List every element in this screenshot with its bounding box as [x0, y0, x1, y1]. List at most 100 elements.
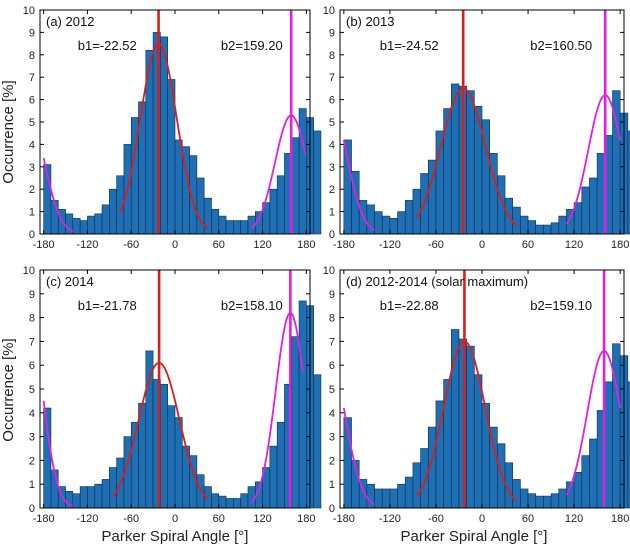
b1-label: b1=-22.88 [380, 298, 439, 313]
y-tick-label: 3 [329, 162, 335, 174]
histogram-bar [240, 493, 249, 509]
x-tick-label: -60 [123, 239, 139, 251]
histogram-bar [558, 215, 567, 235]
histogram-bar [160, 383, 169, 509]
fit-curve-b2-wrap [42, 157, 74, 233]
histogram-bar [543, 224, 552, 235]
histogram-bar [404, 476, 414, 509]
histogram-bar [374, 211, 383, 235]
x-axis-label-left: Parker Spiral Angle [°] [102, 528, 249, 545]
histogram-bar [466, 345, 475, 509]
y-tick-label: 10 [23, 5, 35, 17]
fit-curve-b1 [119, 42, 209, 230]
y-tick-label: 3 [29, 162, 35, 174]
histogram-bar [389, 488, 398, 509]
x-tick-label: 120 [253, 239, 271, 251]
histogram-bar [233, 498, 241, 509]
y-tick-label: 4 [29, 408, 35, 420]
panel-title: (a) 2012 [46, 14, 94, 29]
histogram-bar [87, 215, 96, 235]
y-tick-label: 0 [29, 503, 35, 515]
y-tick-label: 1 [329, 479, 335, 491]
y-axis-label-bottom: Occurrence [%] [0, 338, 17, 441]
y-tick-label: 10 [23, 265, 35, 277]
y-tick-label: 9 [29, 27, 35, 39]
histogram-bar [313, 130, 322, 235]
histogram-bar [79, 220, 88, 235]
panel-title: (b) 2013 [346, 14, 394, 29]
histogram-bar [94, 483, 103, 509]
x-tick-label: -180 [33, 239, 55, 251]
y-tick-label: 7 [329, 336, 335, 348]
histogram-bar [225, 220, 234, 235]
y-tick-label: 0 [329, 503, 335, 515]
y-tick-label: 7 [29, 336, 35, 348]
histogram-bar [627, 130, 630, 235]
histogram-bar [50, 200, 59, 235]
panel-a: -180 -120 -60 0 60 120 180 0 1 2 3 4 5 6 7 8 9 10 (a) 2012… [23, 5, 322, 251]
panel-d: -180 -120 -60 0 60 120 180 0 1 2 3 4 5 6 7 8 9 10 (d) 2012… [323, 265, 630, 525]
histogram-bar [374, 488, 383, 509]
fit-curve-b2 [250, 114, 307, 229]
x-tick-label: 0 [172, 239, 178, 251]
y-tick-label: 5 [29, 117, 35, 129]
b1-label: b1=-21.78 [78, 298, 137, 313]
b2-label: b2=159.10 [530, 298, 592, 313]
histogram-bar [420, 448, 429, 509]
fit-curve-b2-wrap [342, 140, 376, 232]
x-tick-label: -60 [428, 239, 444, 251]
fit-curve-b2 [565, 350, 622, 496]
histogram-bar [520, 215, 529, 235]
y-tick-label: 6 [29, 95, 35, 107]
x-tick-label: -180 [333, 513, 355, 525]
y-tick-label: 8 [29, 50, 35, 62]
histogram-bar [211, 209, 220, 235]
x-axis-label-right: Parker Spiral Angle [°] [401, 528, 548, 545]
histogram-bar [145, 350, 154, 509]
y-tick-label: 0 [29, 229, 35, 241]
y-tick-label: 1 [329, 207, 335, 219]
y-tick-label: 2 [29, 184, 35, 196]
x-tick-label: 180 [297, 239, 315, 251]
histogram-bar [87, 486, 96, 509]
histogram-bar [573, 471, 583, 509]
b2-label: b2=158.10 [221, 298, 283, 313]
y-tick-label: 10 [323, 5, 335, 17]
x-tick-label: 180 [611, 239, 629, 251]
histogram-bar [550, 222, 560, 235]
y-tick-label: 3 [329, 432, 335, 444]
fit-curve-b2 [250, 312, 304, 503]
histogram-bar [174, 139, 183, 235]
histogram-bar [72, 493, 81, 509]
histogram-bar [543, 495, 552, 509]
x-tick-label: 120 [565, 239, 583, 251]
x-tick-label: 180 [297, 513, 315, 525]
histogram-bar [389, 218, 398, 235]
histogram-bar [527, 220, 537, 235]
histogram-bar [269, 445, 278, 509]
y-tick-label: 5 [329, 384, 335, 396]
y-tick-label: 1 [29, 479, 35, 491]
histogram-bar [550, 493, 560, 509]
y-tick-label: 8 [329, 50, 335, 62]
x-tick-label: 180 [611, 513, 629, 525]
fit-curve-b2-wrap [42, 400, 74, 508]
histogram-bar [211, 493, 220, 509]
y-tick-label: 7 [29, 72, 35, 84]
y-tick-label: 6 [29, 360, 35, 372]
y-tick-label: 0 [329, 229, 335, 241]
panel-title: (d) 2012-2014 (solar maximum) [346, 274, 528, 289]
histogram-bar [291, 137, 300, 235]
x-tick-label: -60 [428, 513, 444, 525]
y-tick-label: 6 [329, 360, 335, 372]
x-tick-label: -60 [123, 513, 139, 525]
x-tick-label: -120 [76, 513, 98, 525]
histogram-bar [581, 455, 590, 509]
histogram-bar [466, 90, 475, 235]
y-axis-label-top: Occurrence [%] [0, 80, 17, 183]
histogram-bar [627, 381, 630, 509]
histogram-bar [313, 374, 322, 509]
histogram-bar [381, 215, 391, 235]
histogram-bar [520, 488, 529, 509]
histogram-bar [218, 495, 227, 509]
